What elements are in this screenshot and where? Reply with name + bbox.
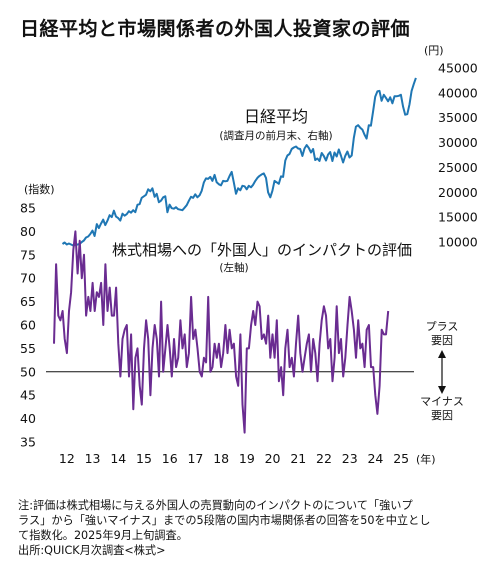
x-tick-label: 18 bbox=[213, 451, 229, 466]
left-tick-label: 50 bbox=[20, 364, 36, 379]
x-tick-label: 15 bbox=[136, 451, 152, 466]
right-tick-label: 45000 bbox=[438, 61, 478, 76]
right-tick-label: 35000 bbox=[438, 110, 478, 125]
right-tick-label: 30000 bbox=[438, 135, 478, 150]
x-tick-label: 22 bbox=[316, 451, 332, 466]
x-tick-label: 23 bbox=[342, 451, 358, 466]
nikkei-series-label: 日経平均 bbox=[244, 107, 308, 126]
right-tick-label: 25000 bbox=[438, 160, 478, 175]
x-tick-label: 13 bbox=[85, 451, 101, 466]
left-tick-label: 65 bbox=[20, 294, 36, 309]
up-arrow-icon bbox=[438, 350, 446, 358]
left-tick-label: 35 bbox=[20, 435, 36, 450]
left-tick-label: 75 bbox=[20, 247, 36, 262]
down-arrow-icon bbox=[438, 386, 446, 394]
x-tick-label: 25 bbox=[393, 451, 409, 466]
nikkei-series-line bbox=[61, 77, 417, 247]
minus-label-line1: マイナス bbox=[420, 395, 464, 408]
minus-label-line2: 要因 bbox=[431, 409, 453, 422]
right-tick-label: 20000 bbox=[438, 185, 478, 200]
x-tick-label: 17 bbox=[187, 451, 203, 466]
footnote-line-1: 注:評価は株式相場に与える外国人の売買動向のインパクトのについて「強いプ bbox=[18, 499, 413, 512]
left-tick-label: 45 bbox=[20, 388, 36, 403]
x-tick-label: 21 bbox=[290, 451, 306, 466]
right-tick-label: 40000 bbox=[438, 85, 478, 100]
x-axis-unit: (年) bbox=[416, 452, 436, 466]
left-tick-label: 60 bbox=[20, 318, 36, 333]
plus-label-line1: プラス bbox=[426, 320, 459, 333]
foreign-impact-series-sublabel: (左軸) bbox=[219, 261, 248, 274]
chart-title: 日経平均と市場関係者の外国人投資家の評価 bbox=[20, 18, 411, 40]
nikkei-series-sublabel: (調査月の前月末、右軸) bbox=[219, 129, 332, 142]
x-tick-label: 20 bbox=[265, 451, 281, 466]
right-tick-label: 15000 bbox=[438, 210, 478, 225]
left-tick-label: 55 bbox=[20, 341, 36, 356]
left-tick-label: 40 bbox=[20, 411, 36, 426]
right-axis-label: (円) bbox=[424, 44, 444, 57]
right-tick-label: 10000 bbox=[438, 235, 478, 250]
footnote-line-2: ラス」から「強いマイナス」までの5段階の国内市場関係者の回答を50を中立とし bbox=[18, 514, 431, 527]
x-tick-label: 14 bbox=[110, 451, 126, 466]
left-tick-label: 85 bbox=[20, 201, 36, 216]
foreign-impact-series-line bbox=[53, 230, 390, 434]
left-tick-label: 80 bbox=[20, 224, 36, 239]
source-note: 出所:QUICK月次調査<株式> bbox=[18, 544, 166, 557]
foreign-impact-series-label: 株式相場への「外国人」のインパクトの評価 bbox=[112, 241, 412, 259]
x-tick-label: 24 bbox=[367, 451, 383, 466]
footnote-line-3: て指数化。2025年9月上旬調査。 bbox=[18, 529, 188, 542]
x-tick-label: 12 bbox=[59, 451, 75, 466]
left-tick-label: 70 bbox=[20, 271, 36, 286]
x-tick-label: 19 bbox=[239, 451, 255, 466]
left-axis-label: (指数) bbox=[24, 182, 55, 196]
plus-label-line2: 要因 bbox=[431, 334, 453, 347]
x-tick-label: 16 bbox=[162, 451, 178, 466]
